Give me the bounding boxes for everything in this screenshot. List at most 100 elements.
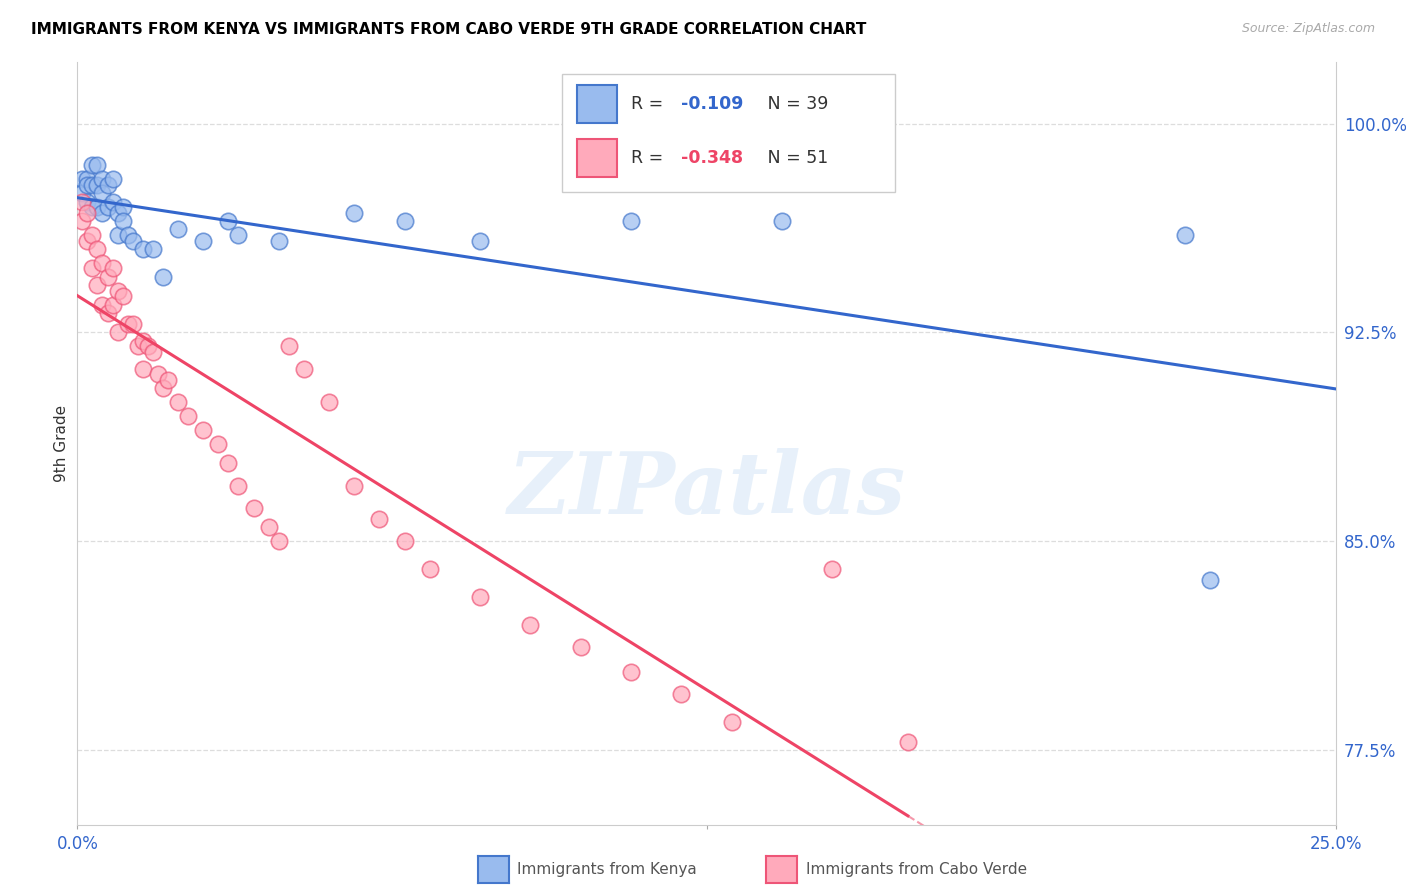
Text: R =: R = xyxy=(631,149,669,167)
Point xyxy=(101,194,124,209)
Point xyxy=(72,172,94,186)
Point xyxy=(76,206,98,220)
Point xyxy=(519,617,541,632)
Text: Source: ZipAtlas.com: Source: ZipAtlas.com xyxy=(1241,22,1375,36)
Point xyxy=(368,512,391,526)
Point xyxy=(318,395,340,409)
Point xyxy=(191,423,215,437)
Point xyxy=(152,269,174,284)
Point xyxy=(76,172,98,186)
Point xyxy=(86,178,108,192)
Point xyxy=(277,339,299,353)
Point xyxy=(242,500,264,515)
Point xyxy=(132,242,155,256)
Point xyxy=(91,206,114,220)
Point xyxy=(177,409,200,423)
Point xyxy=(107,206,129,220)
Point xyxy=(86,158,108,172)
Text: IMMIGRANTS FROM KENYA VS IMMIGRANTS FROM CABO VERDE 9TH GRADE CORRELATION CHART: IMMIGRANTS FROM KENYA VS IMMIGRANTS FROM… xyxy=(31,22,866,37)
Point xyxy=(394,534,416,549)
Point xyxy=(142,345,165,359)
Point xyxy=(142,242,165,256)
Point xyxy=(620,665,643,679)
Point xyxy=(96,178,118,192)
Point xyxy=(82,178,104,192)
Point xyxy=(720,715,742,730)
Point xyxy=(76,234,98,248)
Point xyxy=(76,194,98,209)
Text: N = 39: N = 39 xyxy=(751,95,828,113)
Point xyxy=(152,381,174,395)
Point xyxy=(96,200,118,214)
Point xyxy=(82,261,104,276)
Point xyxy=(101,172,124,186)
Point xyxy=(107,326,129,340)
Point xyxy=(1174,227,1197,242)
Point xyxy=(76,178,98,192)
Bar xyxy=(576,86,617,123)
Point xyxy=(167,395,190,409)
Point xyxy=(620,214,643,228)
Point xyxy=(468,234,491,248)
Point xyxy=(257,520,280,534)
Point xyxy=(111,200,134,214)
Point xyxy=(821,562,844,576)
Text: ZIPatlas: ZIPatlas xyxy=(508,448,905,532)
Text: Immigrants from Cabo Verde: Immigrants from Cabo Verde xyxy=(806,863,1026,877)
Point xyxy=(292,361,315,376)
Point xyxy=(217,456,239,470)
Point xyxy=(569,640,592,654)
Text: -0.109: -0.109 xyxy=(682,95,744,113)
Point xyxy=(267,534,290,549)
Point xyxy=(86,278,108,293)
Point xyxy=(96,306,118,320)
Point xyxy=(107,227,129,242)
Point xyxy=(207,436,229,450)
Point xyxy=(217,214,239,228)
Point xyxy=(1198,573,1220,587)
Point xyxy=(96,269,118,284)
Point xyxy=(343,478,366,492)
Point xyxy=(468,590,491,604)
Point xyxy=(146,367,169,381)
Point xyxy=(117,227,139,242)
Point xyxy=(121,317,143,331)
Point xyxy=(156,373,179,387)
Point xyxy=(86,200,108,214)
Point xyxy=(671,687,693,701)
Y-axis label: 9th Grade: 9th Grade xyxy=(53,405,69,483)
Point xyxy=(132,361,155,376)
Point xyxy=(121,234,143,248)
Text: N = 51: N = 51 xyxy=(751,149,828,167)
Point xyxy=(897,734,920,748)
Point xyxy=(82,227,104,242)
Point xyxy=(86,242,108,256)
Point xyxy=(91,297,114,311)
Point xyxy=(132,334,155,348)
Point xyxy=(770,214,793,228)
Point xyxy=(101,297,124,311)
Point xyxy=(228,227,250,242)
Bar xyxy=(576,139,617,177)
Point xyxy=(91,172,114,186)
Bar xyxy=(562,74,896,192)
Point xyxy=(136,339,159,353)
Point xyxy=(191,234,215,248)
Point xyxy=(117,317,139,331)
Point xyxy=(101,261,124,276)
Point xyxy=(228,478,250,492)
Point xyxy=(91,186,114,201)
Point xyxy=(343,206,366,220)
Text: R =: R = xyxy=(631,95,669,113)
Point xyxy=(91,256,114,270)
Point xyxy=(72,214,94,228)
Point xyxy=(107,284,129,298)
Point xyxy=(419,562,441,576)
Point xyxy=(394,214,416,228)
Point xyxy=(82,200,104,214)
Point xyxy=(167,222,190,236)
Text: -0.348: -0.348 xyxy=(682,149,744,167)
Point xyxy=(111,289,134,303)
Point xyxy=(82,158,104,172)
Point xyxy=(111,214,134,228)
